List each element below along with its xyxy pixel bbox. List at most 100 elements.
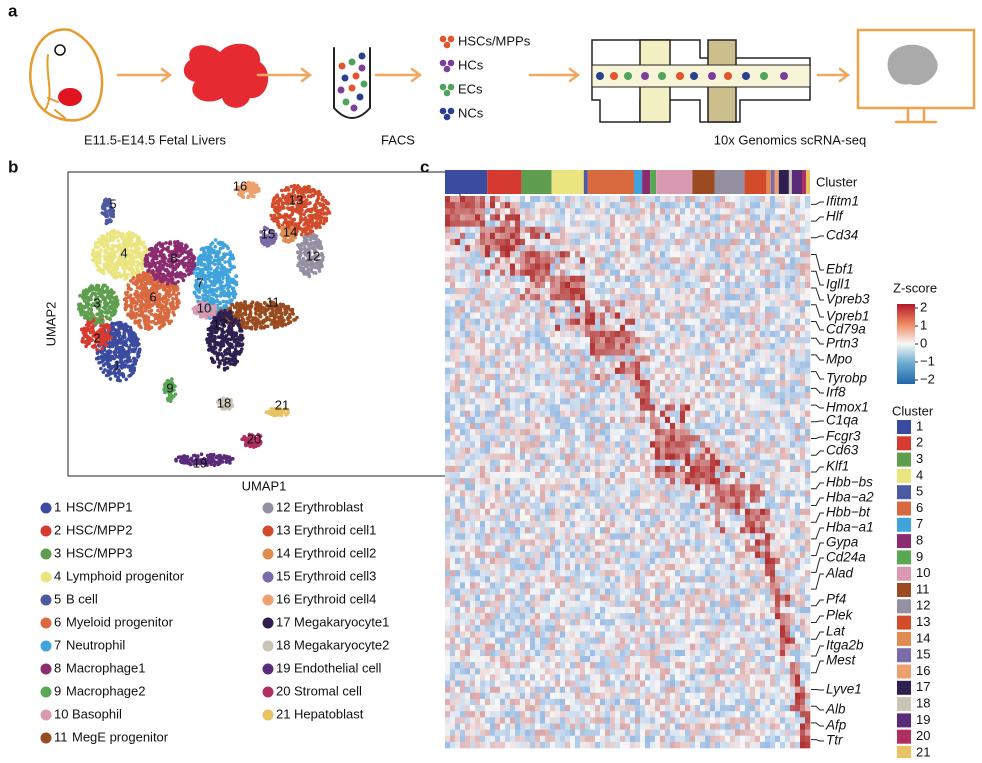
heat-cell [660, 232, 666, 240]
heat-cell [600, 202, 606, 209]
heat-cell [520, 238, 526, 246]
legend-dot [40, 617, 52, 629]
heat-cell [730, 196, 736, 203]
heat-cell [610, 214, 616, 221]
umap-point [171, 284, 175, 289]
umap-point [147, 275, 152, 279]
umap-point [274, 216, 279, 220]
umap-point [95, 263, 99, 268]
heat-cell [730, 245, 736, 252]
umap-point [91, 330, 96, 335]
heat-cell [555, 238, 561, 246]
heat-cell [560, 214, 566, 221]
umap-point [233, 351, 238, 355]
heat-cell [805, 238, 811, 246]
umap-point [102, 239, 106, 244]
heat-cell [450, 245, 456, 252]
heat-cell [465, 257, 471, 264]
heat-cell [670, 214, 676, 221]
umap-point [94, 356, 99, 361]
umap-point [102, 353, 107, 357]
umap-point [304, 228, 308, 232]
heat-cell [595, 214, 601, 221]
legend-dot [40, 571, 52, 583]
heat-cell [740, 220, 746, 227]
heat-cell [770, 220, 776, 227]
umap-point [206, 253, 211, 257]
heat-cell [795, 232, 801, 240]
umap-point [129, 327, 133, 332]
heat-cell [710, 202, 716, 209]
heat-cell [515, 232, 521, 240]
umap-point [218, 348, 222, 352]
umap-point [117, 337, 122, 342]
heat-cell [605, 208, 611, 215]
umap-point [228, 256, 233, 261]
umap-point [150, 259, 154, 263]
heat-cell [785, 226, 791, 234]
heat-cell [690, 196, 696, 203]
heat-cell [590, 245, 596, 252]
heat-cell [750, 232, 756, 240]
heat-cell [465, 214, 471, 221]
umap-point [181, 247, 185, 251]
umap-point [124, 261, 129, 265]
heat-cell [705, 214, 711, 221]
heat-cell [505, 232, 511, 240]
umap-point [165, 300, 169, 305]
legend-number: 17 [276, 614, 290, 629]
umap-point [125, 328, 130, 333]
umap-point [247, 318, 251, 323]
heat-cell [685, 196, 691, 203]
heat-cell [545, 196, 551, 203]
heat-cell [475, 251, 481, 258]
embryo-eye [54, 44, 66, 56]
heat-cell [480, 196, 486, 203]
umap-point [185, 461, 189, 465]
umap-point [254, 190, 258, 194]
heat-cell [550, 257, 556, 264]
umap-point [161, 276, 166, 280]
heat-cell [790, 208, 796, 215]
umap-point [199, 260, 203, 264]
heat-cell [675, 245, 681, 252]
heat-cell [445, 220, 451, 227]
umap-point [128, 358, 132, 362]
umap-point [165, 269, 170, 274]
heat-cell [645, 208, 651, 215]
umap-point [107, 245, 111, 250]
heat-cell [775, 257, 781, 264]
umap-point [283, 188, 288, 193]
umap-point [117, 333, 121, 338]
heat-cell [645, 196, 651, 203]
umap-point [221, 245, 225, 250]
umap-point [130, 269, 135, 274]
heat-cell [675, 226, 681, 234]
umap-point [319, 211, 324, 216]
heat-cell [630, 196, 636, 203]
heat-cell [485, 232, 491, 240]
heat-cell [560, 226, 566, 234]
umap-point [122, 335, 127, 340]
heat-cell [755, 220, 761, 227]
heat-cell [525, 238, 531, 246]
heat-cell [505, 226, 511, 234]
umap-point [238, 308, 243, 313]
heat-cell [605, 257, 611, 264]
heat-cell [555, 220, 561, 227]
umap-point [121, 263, 126, 268]
umap-point [85, 290, 90, 295]
umap-point [223, 349, 228, 353]
heat-cell [555, 232, 561, 240]
heat-cell [580, 220, 586, 227]
umap-point [173, 281, 178, 286]
heat-cell [485, 208, 491, 215]
heat-cell [475, 202, 481, 209]
heat-cell [700, 202, 706, 209]
heat-cell [800, 226, 806, 234]
umap-point [110, 214, 115, 218]
umap-point [276, 323, 281, 328]
umap-point [226, 260, 231, 264]
umap-point [97, 360, 101, 365]
heat-cell [450, 220, 456, 227]
